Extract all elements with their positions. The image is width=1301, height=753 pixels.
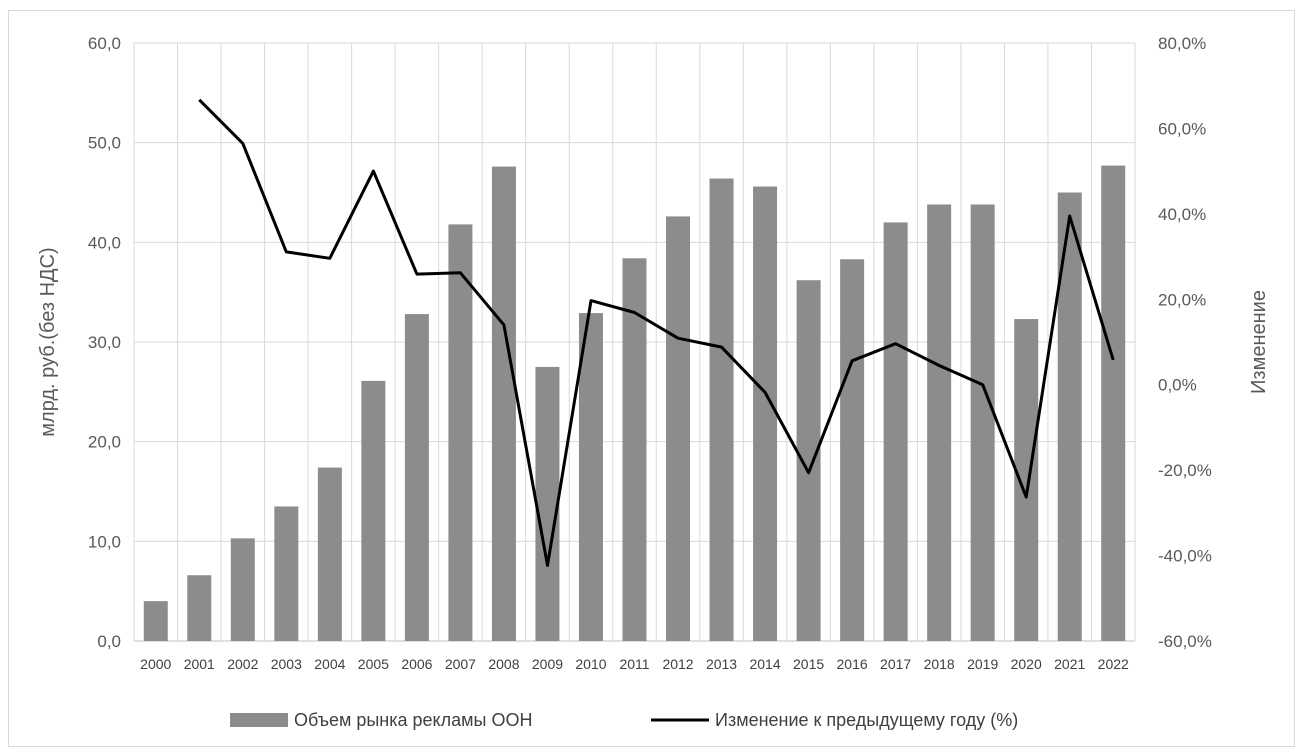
x-tick-label: 2000: [140, 656, 171, 672]
bar: [404, 314, 429, 641]
y2-tick-label: -20,0%: [1158, 461, 1212, 480]
bar: [970, 204, 995, 641]
legend-bar-swatch: [230, 713, 288, 727]
bar: [753, 186, 778, 641]
x-axis-ticks: 2000 2001 2002 2003 2004 2005 2006 2007 2008 2009…: [140, 656, 1129, 672]
y-tick-label: 50,0: [88, 134, 121, 153]
y-tick-label: 30,0: [88, 333, 121, 352]
y2-tick-label: 0,0%: [1158, 376, 1197, 395]
y-tick-label: 40,0: [88, 233, 121, 252]
legend-line-label: Изменение к предыдущему году (%): [715, 710, 1018, 730]
left-axis-ticks: 0,0 10,0 20,0 30,0 40,0 50,0 60,0: [88, 34, 121, 651]
bar: [143, 601, 168, 641]
x-tick-label: 2019: [967, 656, 998, 672]
y2-tick-label: 20,0%: [1158, 290, 1206, 309]
x-tick-label: 2016: [837, 656, 868, 672]
bar: [448, 224, 473, 642]
x-tick-label: 2005: [358, 656, 389, 672]
y2-tick-label: 80,0%: [1158, 34, 1206, 53]
bar: [1014, 319, 1039, 641]
gridlines: [133, 42, 1136, 642]
x-tick-label: 2020: [1011, 656, 1042, 672]
x-tick-label: 2017: [880, 656, 911, 672]
bar: [535, 366, 560, 641]
x-tick-label: 2007: [445, 656, 476, 672]
bar: [230, 538, 255, 641]
x-tick-label: 2015: [793, 656, 824, 672]
x-tick-label: 2011: [619, 656, 649, 672]
bar: [361, 380, 386, 641]
bar-series: [143, 165, 1126, 642]
bar: [491, 166, 516, 641]
x-tick-label: 2022: [1098, 656, 1129, 672]
y-tick-label: 0,0: [97, 632, 121, 651]
x-tick-label: 2009: [532, 656, 563, 672]
bar: [840, 259, 865, 641]
bar: [274, 506, 299, 641]
x-tick-label: 2008: [488, 656, 519, 672]
x-tick-label: 2013: [706, 656, 737, 672]
y2-tick-label: -40,0%: [1158, 547, 1212, 566]
bar: [666, 216, 691, 642]
bar: [1057, 192, 1082, 641]
x-tick-label: 2003: [271, 656, 302, 672]
y-tick-label: 10,0: [88, 532, 121, 551]
y2-tick-label: 40,0%: [1158, 205, 1206, 224]
bar: [1101, 165, 1126, 641]
y2-tick-label: -60,0%: [1158, 632, 1212, 651]
x-tick-label: 2004: [314, 656, 345, 672]
x-tick-label: 2002: [227, 656, 258, 672]
x-tick-label: 2006: [401, 656, 432, 672]
y-tick-label: 60,0: [88, 34, 121, 53]
x-tick-label: 2010: [575, 656, 606, 672]
right-axis-ticks: -60,0% -40,0% -20,0% 0,0% 20,0% 40,0% 60,0% 80,…: [1158, 34, 1212, 651]
bar: [578, 313, 603, 641]
x-tick-label: 2021: [1054, 656, 1085, 672]
left-axis-title: млрд. руб.(без НДС): [37, 247, 59, 436]
y2-tick-label: 60,0%: [1158, 119, 1206, 138]
legend-bar-label: Объем рынка рекламы ООН: [294, 710, 532, 730]
bar: [317, 467, 342, 641]
bar: [709, 178, 734, 641]
y-tick-label: 20,0: [88, 433, 121, 452]
bar: [622, 258, 647, 641]
x-tick-label: 2018: [924, 656, 955, 672]
legend: Объем рынка рекламы ООН Изменение к пред…: [230, 710, 1018, 730]
bar: [187, 575, 212, 641]
x-tick-label: 2012: [662, 656, 693, 672]
line-path: [198, 98, 1115, 567]
x-tick-label: 2001: [184, 656, 215, 672]
right-axis-title: Изменение: [1248, 290, 1270, 394]
bar: [927, 204, 952, 641]
line-series: [198, 98, 1115, 567]
bar: [796, 280, 821, 641]
x-tick-label: 2014: [749, 656, 780, 672]
bar: [883, 222, 908, 641]
